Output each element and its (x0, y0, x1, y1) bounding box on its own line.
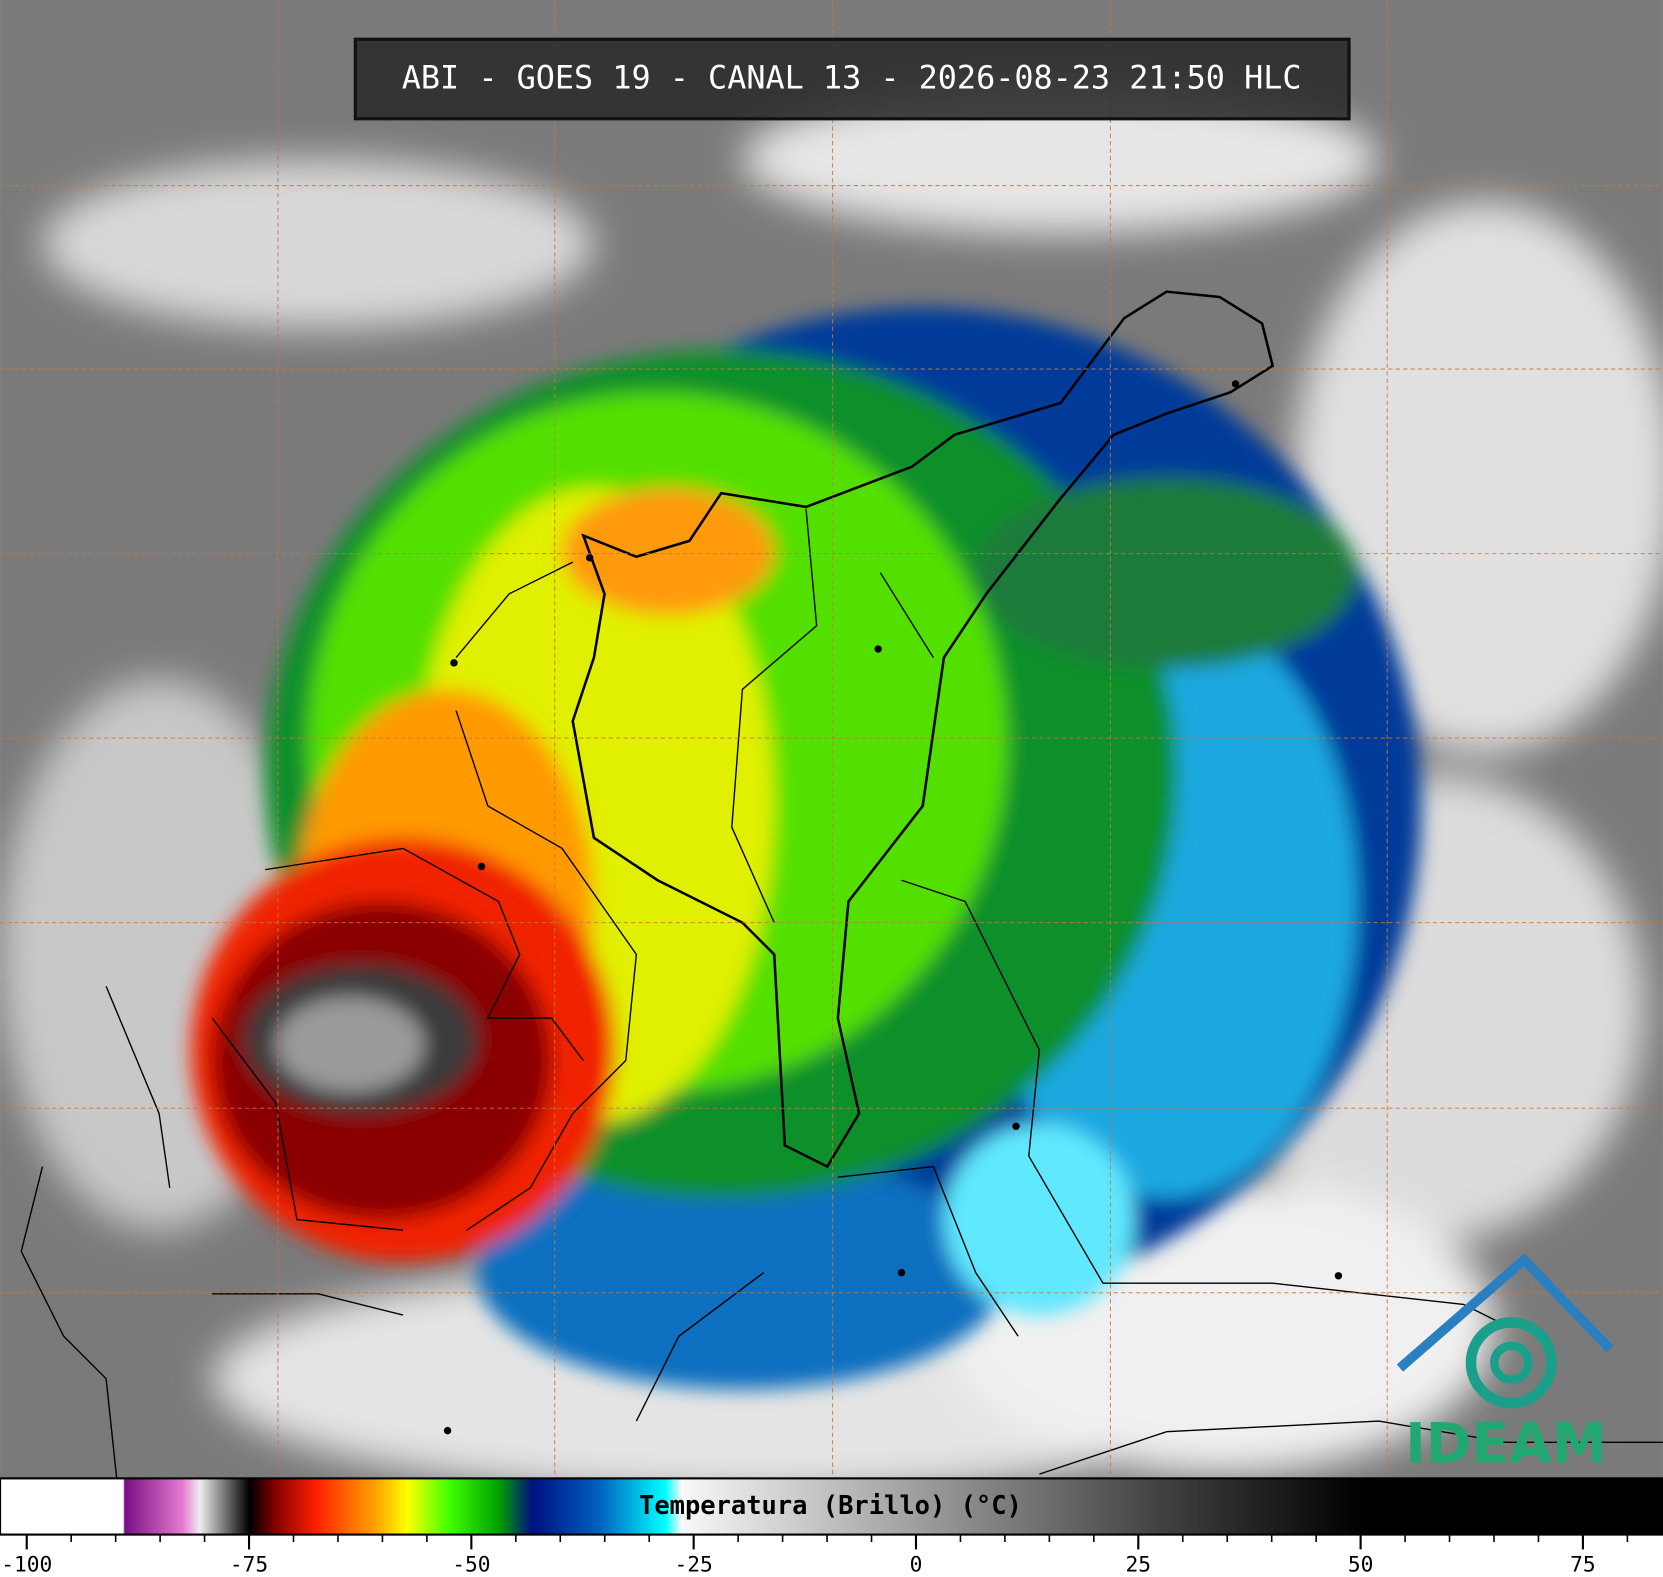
tick-label: 0 (910, 1552, 923, 1577)
graticule (0, 0, 1663, 1479)
borders (20, 290, 1663, 1479)
colorbar-ticks: -100 -75 -50 -25 0 25 50 75 (1, 1534, 1629, 1577)
tick-label: -25 (675, 1552, 713, 1577)
tick-label: -50 (452, 1552, 490, 1577)
tick-label: -75 (230, 1552, 268, 1577)
logo-text: IDEAM (1405, 1413, 1606, 1477)
colorbar-label: Temperatura (Brillo) (°C) (639, 1491, 1022, 1521)
colorbar (0, 1477, 1663, 1536)
cities (443, 380, 1343, 1435)
tick-label: 25 (1126, 1552, 1152, 1577)
tick-label: 75 (1570, 1552, 1596, 1577)
title: ABI - GOES 19 - CANAL 13 - 2026-08-23 21… (402, 59, 1302, 97)
logo: IDEAM (1396, 1253, 1614, 1477)
tick-label: 50 (1348, 1552, 1374, 1577)
title-box (353, 37, 1351, 121)
tick-label: -100 (1, 1552, 52, 1577)
